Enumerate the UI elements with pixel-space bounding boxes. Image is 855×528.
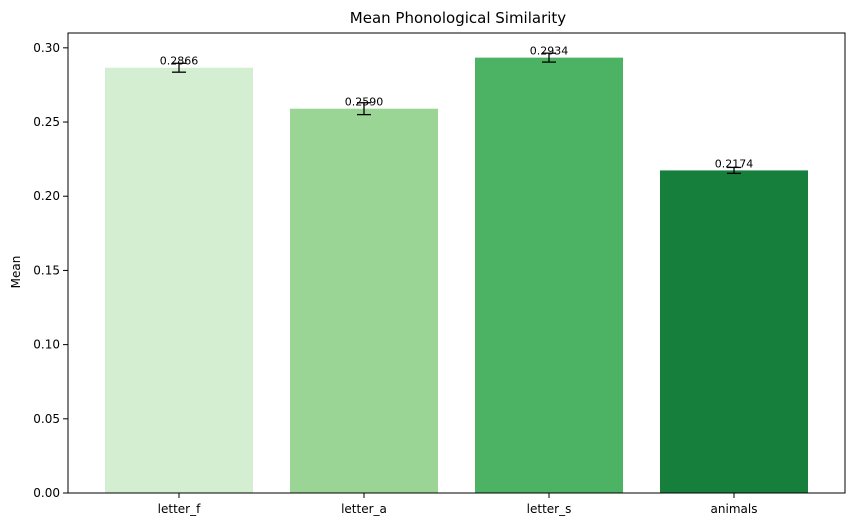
data-label-letter_s: 0.2934 <box>530 45 569 58</box>
y-tick-label-1: 0.05 <box>33 412 60 426</box>
data-label-animals: 0.2174 <box>715 157 754 170</box>
plot-area: 0.2866 letter_f 0.2590 letter_a 0.2934 letter… <box>33 32 846 516</box>
y-tick-label-0: 0.00 <box>33 486 60 500</box>
x-tick-label-letter_a: letter_a <box>341 502 387 516</box>
x-tick-label-animals: animals <box>711 502 758 516</box>
data-label-letter_a: 0.2590 <box>345 96 384 109</box>
y-tick-label-5: 0.25 <box>33 115 60 129</box>
y-tick-label-2: 0.10 <box>33 338 60 352</box>
bar-letter_a <box>290 108 438 493</box>
bar-animals <box>660 170 808 494</box>
bar-letter_f <box>105 67 253 493</box>
y-tick-label-3: 0.15 <box>33 263 60 277</box>
plot-frame <box>67 32 846 494</box>
data-label-letter_f: 0.2866 <box>160 55 199 68</box>
y-axis-label: Mean <box>9 256 23 289</box>
y-tick-label-4: 0.20 <box>33 189 60 203</box>
chart-title: Mean Phonological Similarity <box>350 9 567 27</box>
x-tick-label-letter_f: letter_f <box>158 502 201 516</box>
bar-letter_s <box>475 57 623 493</box>
x-tick-label-letter_s: letter_s <box>527 502 572 516</box>
y-tick-label-6: 0.30 <box>33 41 60 55</box>
